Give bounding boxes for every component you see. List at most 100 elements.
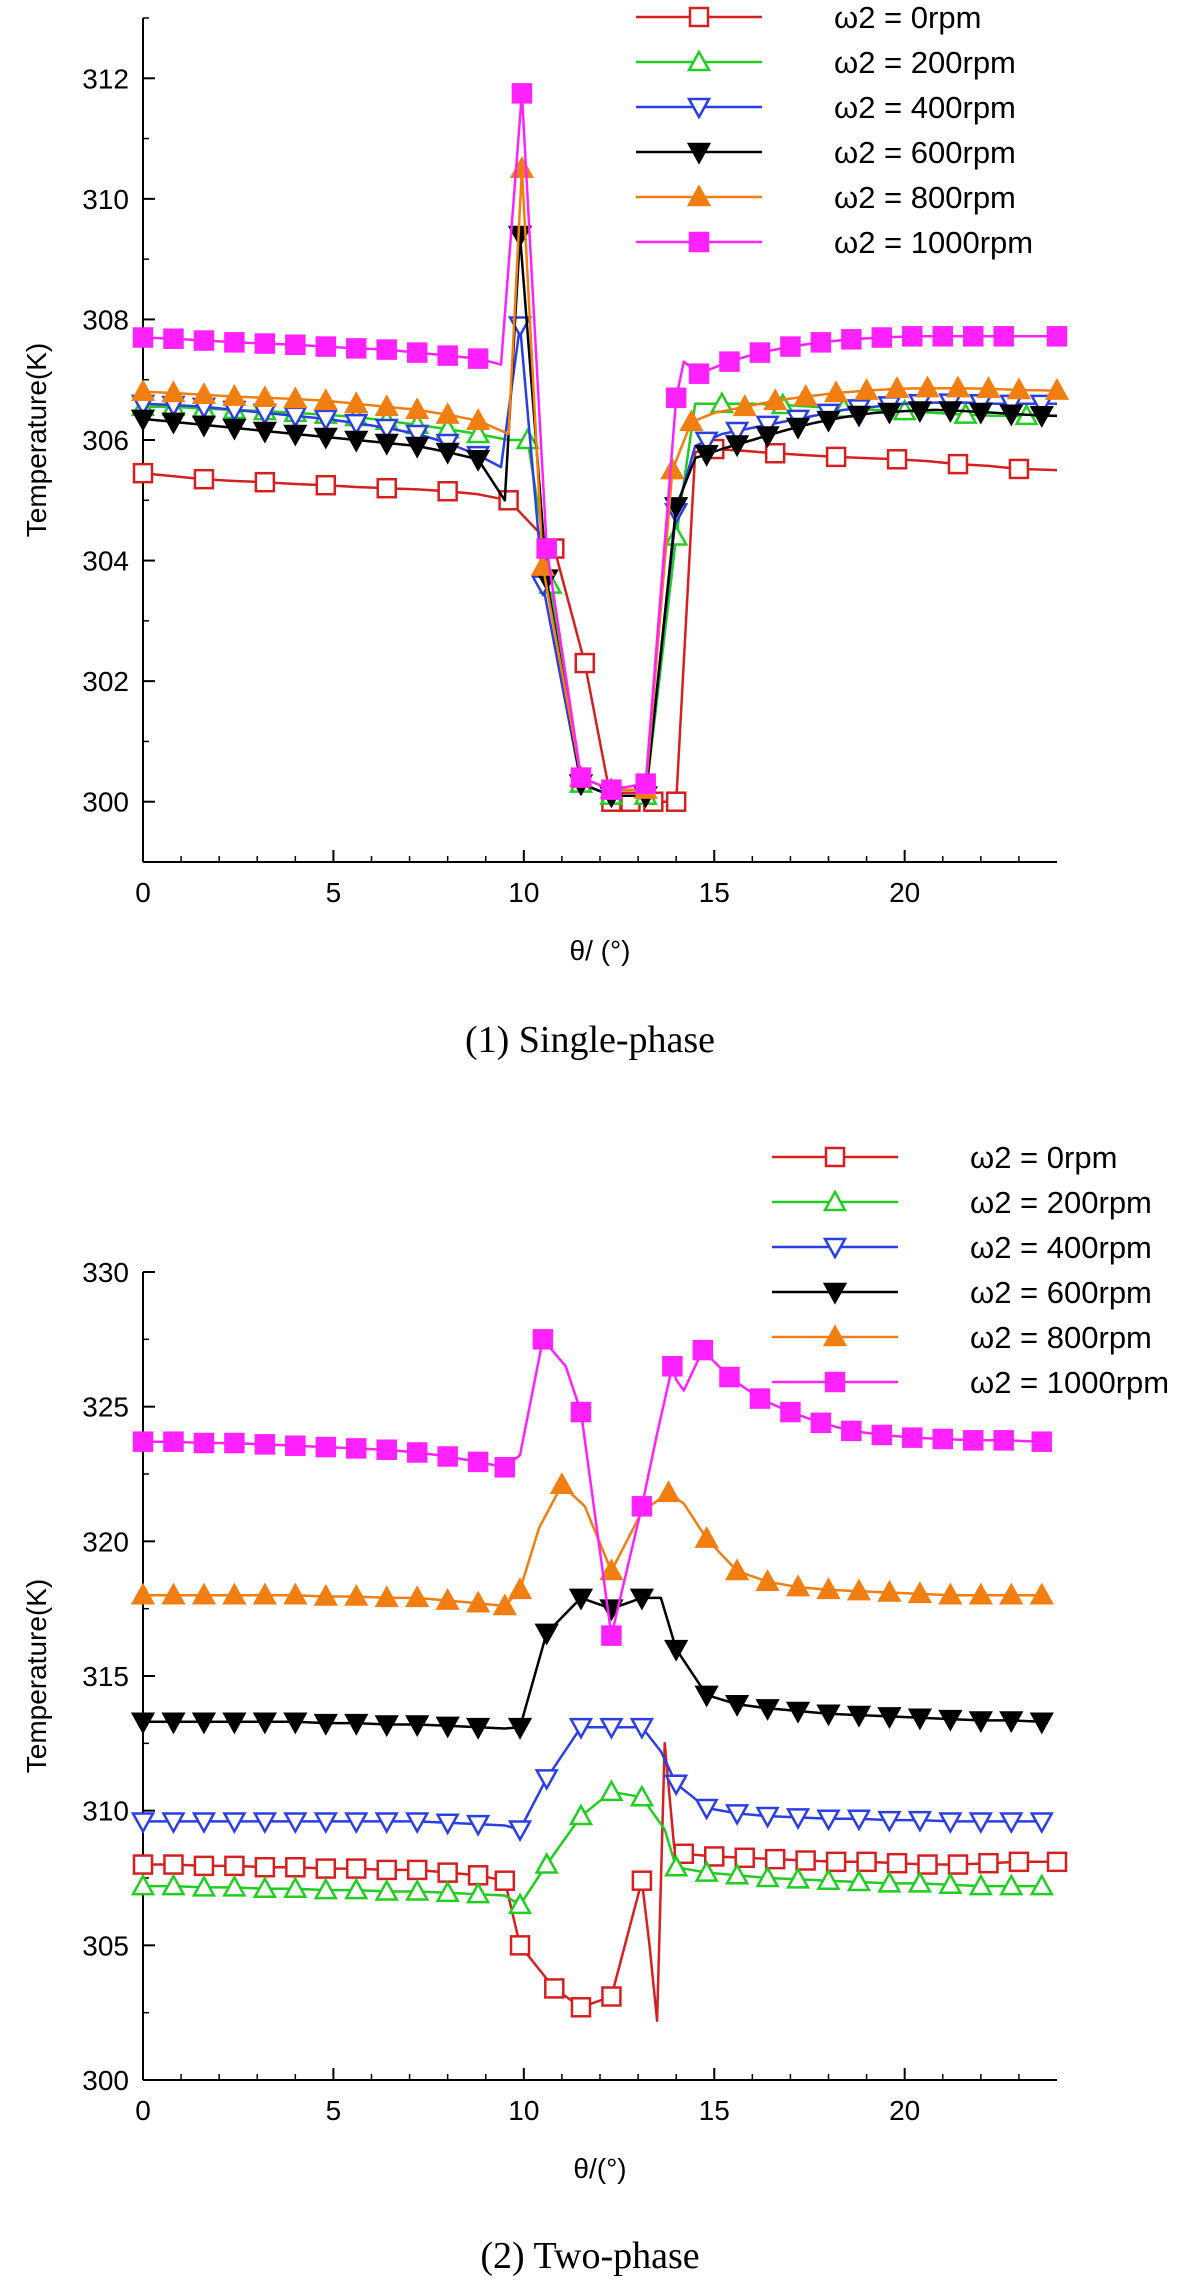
data-point [507, 1717, 533, 1740]
data-point [917, 1854, 938, 1875]
data-point [749, 1388, 771, 1409]
series-2 [130, 316, 1057, 809]
data-point [132, 462, 154, 484]
series-3 [130, 1588, 1054, 1740]
data-point [405, 1585, 430, 1608]
data-point [734, 1847, 755, 1869]
data-point [999, 1711, 1024, 1734]
data-point [344, 391, 369, 414]
data-point [530, 554, 555, 576]
data-point [568, 1803, 594, 1826]
data-point [507, 1577, 533, 1600]
data-point [755, 1699, 780, 1721]
data-point [163, 328, 184, 349]
data-point [755, 426, 780, 449]
data-point [570, 767, 592, 788]
data-point [907, 1870, 933, 1893]
data-point [313, 409, 338, 432]
series-line [143, 1725, 1042, 1831]
data-point [1046, 1851, 1068, 1873]
y-tick-label: 310 [82, 184, 129, 215]
data-point [795, 1850, 816, 1871]
series-5 [132, 83, 1068, 800]
data-point [1044, 377, 1070, 400]
data-point [252, 385, 277, 408]
data-point [224, 1855, 245, 1877]
data-point [193, 330, 215, 351]
data-point [629, 1588, 655, 1611]
data-point [376, 1439, 397, 1461]
legend-marker [686, 142, 712, 165]
data-point [907, 1708, 933, 1731]
data-point [915, 375, 940, 398]
data-point [132, 327, 154, 348]
data-point [568, 1588, 594, 1611]
data-point [724, 1804, 750, 1826]
data-point [313, 388, 338, 411]
data-point [793, 384, 818, 406]
data-point [283, 1712, 308, 1735]
data-point [631, 1496, 653, 1517]
single-phase-chart: 0 5 10 15 20 300 302 304 306 308 310 312 θ/ (°) Tempe… [21, 0, 1070, 1061]
data-point [938, 1812, 963, 1835]
data-point [534, 1623, 559, 1646]
data-point [976, 376, 1001, 399]
data-point [601, 1625, 622, 1646]
data-point [435, 442, 460, 465]
data-point [466, 450, 491, 472]
data-point [732, 394, 757, 417]
data-point [764, 443, 786, 464]
data-point [999, 1582, 1024, 1605]
y-axis-label: Temperature(K) [21, 343, 52, 538]
data-point [884, 376, 910, 399]
data-point [780, 1401, 801, 1423]
data-point [313, 1877, 338, 1900]
data-point [660, 457, 685, 480]
data-point [222, 1874, 247, 1897]
data-point [313, 1583, 338, 1606]
data-point [315, 1858, 337, 1879]
data-point [945, 375, 971, 398]
data-point [161, 1582, 186, 1605]
data-point [704, 1846, 725, 1867]
data-point [841, 329, 862, 350]
data-point [435, 1880, 460, 1903]
data-point [193, 1855, 215, 1877]
data-point [544, 1978, 565, 1999]
series-line [143, 1483, 1042, 1608]
data-point [724, 421, 750, 444]
x-tick-label: 10 [508, 2095, 539, 2126]
data-point [877, 1870, 902, 1893]
data-point [193, 468, 215, 490]
data-point [785, 417, 811, 440]
data-point [846, 1869, 872, 1892]
data-point [763, 388, 788, 411]
y-tick-label: 302 [82, 666, 129, 697]
data-point [161, 1712, 186, 1735]
data-point [406, 342, 428, 363]
data-point [252, 1712, 277, 1735]
data-point [130, 1582, 156, 1605]
data-point [999, 404, 1024, 427]
data-point [1008, 458, 1030, 480]
data-point [315, 1436, 337, 1458]
data-point [252, 1876, 277, 1899]
y-axis-label: Temperature(K) [21, 1579, 52, 1774]
data-point [694, 1798, 719, 1821]
data-point [374, 1585, 399, 1608]
data-point [938, 1872, 963, 1894]
data-point [673, 1843, 695, 1865]
data-point [953, 402, 978, 424]
data-point [252, 1812, 277, 1835]
series-2 [130, 1717, 1054, 1843]
data-point [254, 333, 276, 354]
x-axis-label: θ/ (°) [570, 935, 631, 966]
series-line [142, 233, 1058, 797]
data-point [846, 1705, 872, 1728]
data-point [191, 415, 217, 438]
data-point [346, 338, 367, 359]
data-point [161, 1873, 186, 1896]
y-tick-label: 315 [82, 1661, 129, 1692]
data-point [631, 1870, 653, 1891]
x-tick-label: 5 [326, 2095, 342, 2126]
